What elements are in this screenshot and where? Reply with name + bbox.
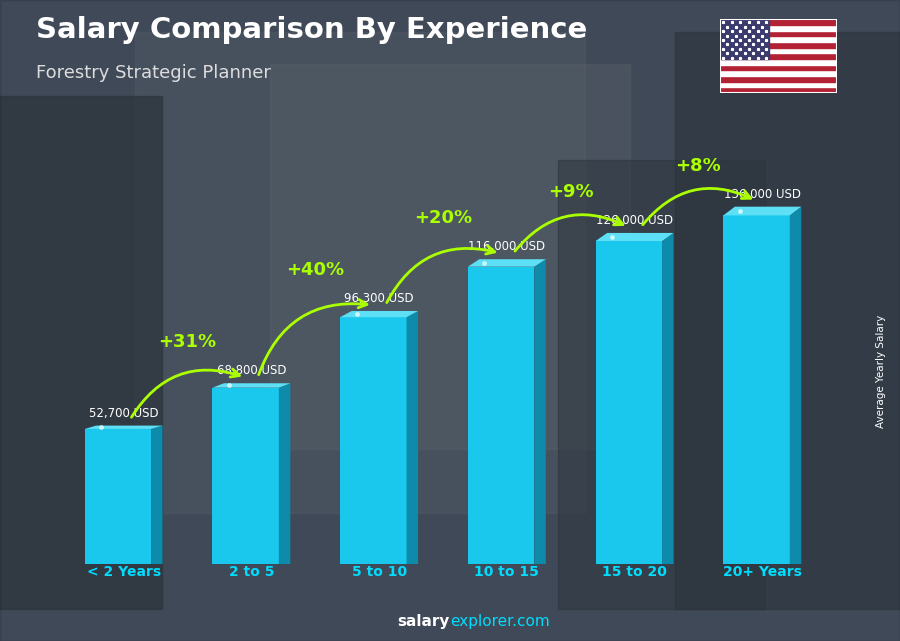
Polygon shape: [720, 47, 837, 53]
Polygon shape: [720, 71, 837, 76]
Polygon shape: [135, 32, 585, 513]
Text: salary: salary: [398, 614, 450, 629]
Text: 68,800 USD: 68,800 USD: [217, 364, 286, 378]
Polygon shape: [720, 31, 837, 37]
Text: 96,300 USD: 96,300 USD: [345, 292, 414, 305]
Polygon shape: [596, 233, 673, 241]
Polygon shape: [85, 426, 163, 429]
Text: 136,000 USD: 136,000 USD: [724, 188, 801, 201]
Polygon shape: [468, 267, 535, 564]
Text: 126,000 USD: 126,000 USD: [596, 214, 673, 227]
Text: 52,700 USD: 52,700 USD: [89, 406, 158, 420]
Polygon shape: [724, 215, 790, 564]
Polygon shape: [720, 19, 837, 25]
Polygon shape: [720, 42, 837, 47]
Text: +31%: +31%: [158, 333, 217, 351]
Polygon shape: [720, 81, 837, 87]
Polygon shape: [212, 383, 291, 388]
Polygon shape: [675, 32, 900, 609]
Polygon shape: [535, 259, 545, 564]
Polygon shape: [340, 311, 418, 317]
Polygon shape: [720, 53, 837, 59]
Polygon shape: [407, 311, 418, 564]
Polygon shape: [720, 59, 837, 65]
Text: 2 to 5: 2 to 5: [229, 565, 274, 579]
Polygon shape: [724, 206, 801, 215]
Text: < 2 Years: < 2 Years: [86, 565, 161, 579]
Text: 10 to 15: 10 to 15: [474, 565, 539, 579]
Polygon shape: [270, 64, 630, 449]
Polygon shape: [558, 160, 765, 609]
Polygon shape: [720, 87, 837, 93]
Text: 116,000 USD: 116,000 USD: [468, 240, 545, 253]
Polygon shape: [720, 76, 837, 81]
Text: Forestry Strategic Planner: Forestry Strategic Planner: [36, 64, 271, 82]
Polygon shape: [85, 429, 151, 564]
Polygon shape: [720, 65, 837, 71]
Polygon shape: [468, 259, 545, 267]
Polygon shape: [151, 426, 163, 564]
Text: +8%: +8%: [676, 157, 721, 175]
Polygon shape: [279, 383, 291, 564]
Polygon shape: [212, 388, 279, 564]
Text: Salary Comparison By Experience: Salary Comparison By Experience: [36, 16, 587, 44]
Polygon shape: [720, 37, 837, 42]
Text: 5 to 10: 5 to 10: [352, 565, 407, 579]
Text: +9%: +9%: [548, 183, 593, 201]
Text: +20%: +20%: [414, 210, 472, 228]
Text: Average Yearly Salary: Average Yearly Salary: [877, 315, 886, 428]
Polygon shape: [720, 19, 770, 59]
Polygon shape: [662, 233, 673, 564]
Polygon shape: [790, 206, 801, 564]
Polygon shape: [720, 25, 837, 31]
Text: 15 to 20: 15 to 20: [602, 565, 667, 579]
Text: +40%: +40%: [286, 261, 345, 279]
Text: 20+ Years: 20+ Years: [723, 565, 802, 579]
Polygon shape: [596, 241, 662, 564]
Polygon shape: [340, 317, 407, 564]
Polygon shape: [0, 96, 162, 609]
Text: explorer.com: explorer.com: [450, 614, 550, 629]
